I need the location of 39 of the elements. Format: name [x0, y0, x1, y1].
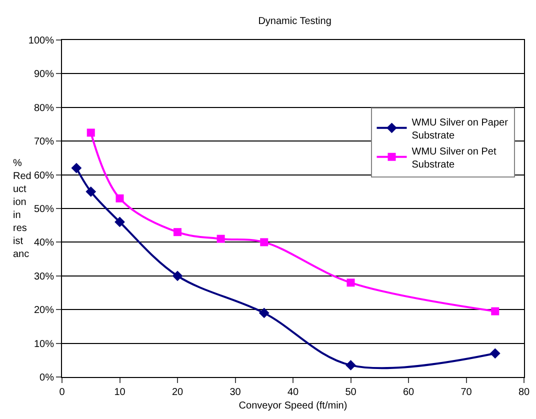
- y-tick-label: 100%: [28, 36, 54, 46]
- point: [86, 186, 96, 197]
- point: [346, 278, 355, 287]
- point: [172, 270, 183, 282]
- y-tick-label: 70%: [34, 136, 54, 148]
- x-tick-label: 60: [402, 387, 414, 398]
- x-tick-label: 30: [230, 387, 242, 398]
- point: [258, 308, 270, 318]
- x-tick-label: 80: [518, 387, 530, 398]
- point: [71, 162, 82, 174]
- point: [346, 360, 356, 370]
- point: [116, 194, 124, 202]
- point: [216, 234, 225, 243]
- y-axis-title: % Reduction in resistanc: [13, 158, 32, 260]
- point: [174, 228, 182, 236]
- point: [86, 128, 95, 137]
- y-tick-label: 20%: [34, 305, 54, 316]
- y-tick-label: 30%: [34, 271, 54, 282]
- x-tick-label: 20: [172, 387, 184, 398]
- y-tick-label: 40%: [34, 238, 54, 249]
- y-tick-label: 60%: [34, 170, 54, 182]
- point: [114, 216, 125, 228]
- y-tick-label: 50%: [34, 204, 54, 215]
- y-tick-label: 80%: [34, 102, 54, 114]
- point: [490, 348, 500, 359]
- x-axis-title: Conveyor Speed (ft/min): [238, 400, 348, 412]
- point: [491, 307, 500, 316]
- legend-label: WMU Silver on Pet Substrate: [412, 146, 496, 170]
- point: [260, 238, 268, 246]
- y-tick-label: 90%: [34, 69, 54, 80]
- legend-label: WMU Silver on Paper Substrate: [412, 117, 509, 142]
- x-tick-label: 0: [59, 387, 66, 398]
- x-tick-label: 50: [345, 387, 357, 398]
- x-tick-label: 10: [114, 387, 126, 398]
- x-tick-label: 70: [460, 387, 472, 398]
- x-tick-label: 40: [287, 387, 299, 398]
- y-tick-label: 0%: [40, 372, 54, 384]
- y-tick-label: 10%: [34, 338, 54, 350]
- chart-title: Dynamic Testing: [258, 16, 332, 27]
